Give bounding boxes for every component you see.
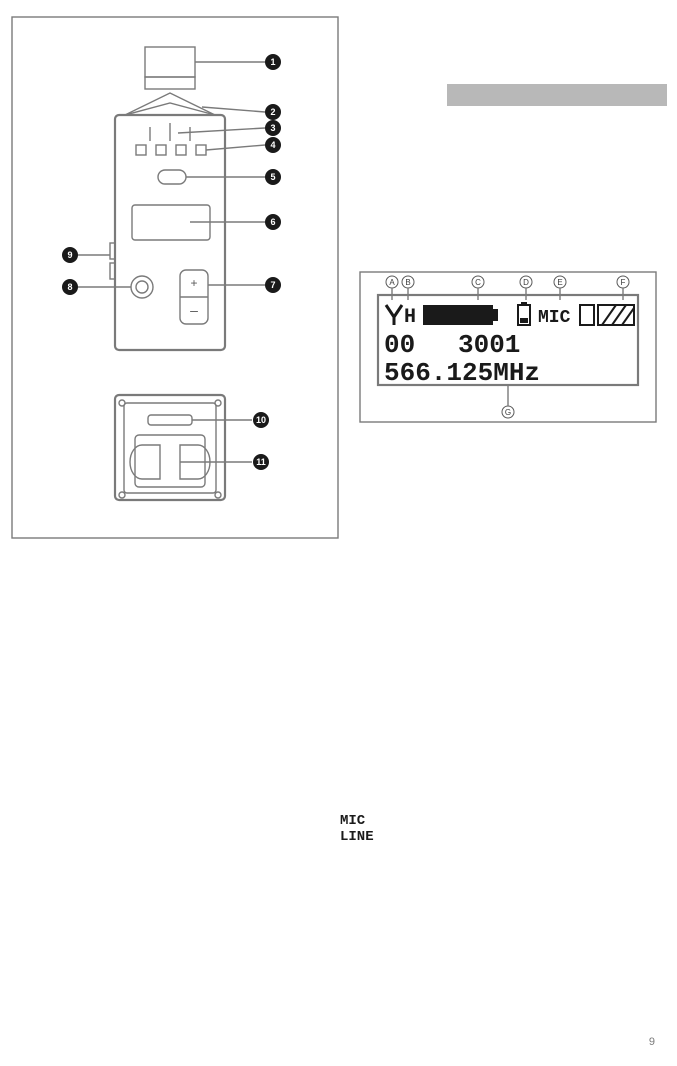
svg-text:E: E [557, 278, 562, 287]
svg-text:11: 11 [256, 457, 266, 467]
svg-text:3: 3 [270, 123, 275, 133]
lcd-label-F: F [617, 276, 629, 300]
svg-text:2: 2 [270, 107, 275, 117]
svg-text:H: H [404, 306, 416, 329]
callout-3: 3 [265, 120, 281, 136]
svg-text:1: 1 [270, 57, 275, 67]
callout-5: 5 [265, 169, 281, 185]
svg-text:F: F [621, 278, 626, 287]
svg-text:6: 6 [270, 217, 275, 227]
callout-10: 10 [253, 412, 269, 428]
callout-1: 1 [265, 54, 281, 70]
mic-icon-label: MIC [340, 813, 366, 829]
callout-4: 4 [265, 137, 281, 153]
lcd-label-C: C [472, 276, 484, 300]
svg-text:9: 9 [67, 250, 72, 260]
callout-2: 2 [265, 104, 281, 120]
lcd-channel: 3001 [458, 330, 520, 360]
svg-text:C: C [475, 278, 481, 287]
svg-text:+: + [190, 276, 197, 290]
lcd-group: 00 [384, 330, 415, 360]
transmitter-diagram: + – 1 2 3 4 5 6 7 8 9 10 11 [10, 15, 340, 540]
section-header-bar [447, 84, 667, 108]
callout-11: 11 [253, 454, 269, 470]
lcd-frequency: 566.125MHz [384, 358, 540, 388]
page-number: 9 [649, 1036, 655, 1048]
callout-7: 7 [265, 277, 281, 293]
svg-text:D: D [523, 278, 529, 287]
svg-text:G: G [505, 408, 511, 417]
lcd-label-A: A [386, 276, 398, 300]
lcd-panel: A B C D E F G H MIC 00 3001 566.125MHz [358, 250, 658, 425]
svg-text:B: B [405, 278, 410, 287]
svg-text:A: A [389, 278, 395, 287]
svg-text:10: 10 [256, 415, 266, 425]
svg-text:7: 7 [270, 280, 275, 290]
callout-9: 9 [62, 247, 78, 263]
svg-text:MIC: MIC [538, 308, 571, 328]
lcd-label-G: G [502, 385, 514, 418]
line-icon-label: LINE [340, 829, 374, 845]
lcd-label-D: D [520, 276, 532, 300]
lcd-label-E: E [554, 276, 566, 300]
svg-text:–: – [190, 302, 198, 318]
lcd-label-B: B [402, 276, 414, 300]
svg-text:8: 8 [67, 282, 72, 292]
svg-text:4: 4 [270, 140, 275, 150]
callout-6: 6 [265, 214, 281, 230]
svg-text:5: 5 [270, 172, 275, 182]
mic-line-icons: MIC LINE [340, 810, 410, 850]
callout-8: 8 [62, 279, 78, 295]
